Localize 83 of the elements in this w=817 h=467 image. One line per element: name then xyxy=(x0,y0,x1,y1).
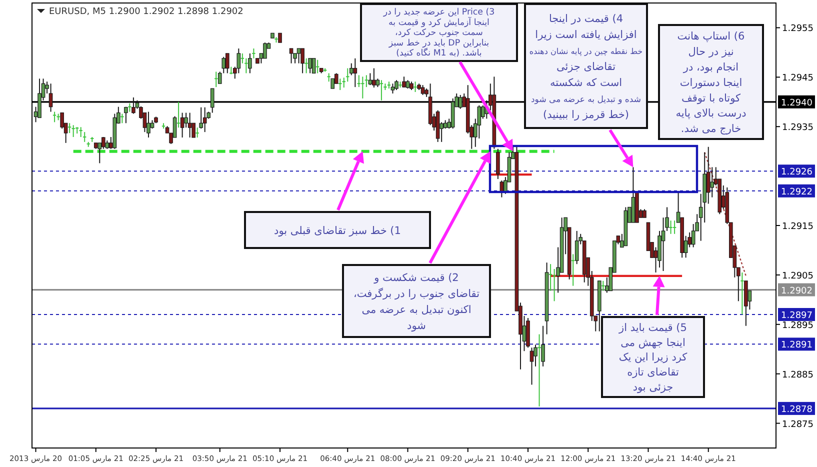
annotation: 2) قیمت شکست و تقاضای جنوب را در برگرفت، اکنون تبدیل به عرضه می شود xyxy=(353,272,480,332)
ref-line-label: 1.2902 xyxy=(781,286,812,296)
candlestick xyxy=(740,272,744,315)
candlestick xyxy=(67,122,72,134)
annotation: 3) Price این عرضه جدید را در اینجا آزمایش کرد و قیمت به سمت جنوب حرکت کرد، بنابراین DP باید در خط سبز باشد. (به M1 نگاه کنید) xyxy=(382,8,495,58)
candlestick xyxy=(199,106,203,130)
candlestick xyxy=(601,280,606,292)
candlestick xyxy=(71,124,76,138)
y-tick-label: 1.2905 xyxy=(782,271,814,282)
candlestick xyxy=(315,59,320,74)
annotation: 5) قیمت باید از اینجا جهش می کرد زیرا این یک تقاضای تازه جزئی بود xyxy=(618,322,688,394)
y-tick-label: 1.2915 xyxy=(782,222,814,232)
candlestick xyxy=(289,48,294,64)
candlestick xyxy=(413,81,418,92)
ref-line-label: 1.2926 xyxy=(781,168,813,178)
candlestick xyxy=(188,112,192,138)
candlestick xyxy=(296,48,301,64)
candlestick xyxy=(548,264,553,292)
candlestick xyxy=(312,58,316,74)
candlestick xyxy=(248,52,252,74)
candlestick xyxy=(214,71,218,88)
candlestick xyxy=(672,220,677,234)
ref-line-label: 1.2922 xyxy=(781,187,812,198)
candlestick xyxy=(48,83,53,112)
candlestick xyxy=(360,76,365,99)
candlestick xyxy=(202,106,207,133)
candlestick xyxy=(364,74,369,88)
candlestick xyxy=(530,347,534,386)
candlestick xyxy=(132,96,136,114)
candlestick xyxy=(304,58,308,74)
y-tick-label: 1.2895 xyxy=(782,320,814,331)
y-tick-label: 1.2885 xyxy=(782,370,814,380)
candlestick xyxy=(691,224,696,248)
candlestick xyxy=(379,80,384,101)
candlestick xyxy=(252,48,256,59)
candlestick xyxy=(330,78,335,90)
candlestick xyxy=(372,68,376,88)
candlestick xyxy=(394,80,398,91)
candlestick xyxy=(537,334,542,407)
candlestick xyxy=(52,111,57,123)
candlestick xyxy=(60,112,64,130)
y-tick-label: 1.2935 xyxy=(782,123,814,134)
candlestick xyxy=(496,148,500,180)
candlestick xyxy=(346,68,350,82)
candlestick xyxy=(390,83,395,94)
candlestick xyxy=(368,72,372,86)
annotation: 6) استاپ هانت نیز در حال انجام بود، در اینجا دستورات کوتاه با توقف درست بالای پایه خارج می شد. xyxy=(676,30,747,136)
candlestick xyxy=(541,325,545,367)
y-tick-label: 1.2875 xyxy=(782,420,814,430)
ref-line-label: 1.2940 xyxy=(781,98,813,108)
candlestick xyxy=(222,56,226,74)
ref-line-label: 1.2891 xyxy=(781,340,812,351)
candlestick xyxy=(218,71,222,84)
candlestick xyxy=(668,220,673,234)
candlestick xyxy=(146,111,150,138)
candlestick xyxy=(338,78,342,91)
candlestick xyxy=(78,126,83,138)
candlestick xyxy=(570,254,576,286)
ref-line-label: 1.2897 xyxy=(781,311,812,321)
candlestick xyxy=(263,42,267,59)
annotation: 4) قیمت در اینجا افزایش یافته است زیرا خط نقطه چین در پایه نشان دهنده تقاضای جزئی است که شکسته شده و تبدیل به عرضه می شود (خط قرمز را ببینید) xyxy=(529,13,643,121)
candlestick xyxy=(195,127,200,138)
candlestick xyxy=(180,112,184,138)
y-tick-label: 1.2945 xyxy=(782,74,814,84)
candlestick xyxy=(356,74,362,88)
annotation: 1) خط سبز تقاضای قبلی بود xyxy=(274,225,401,237)
candlestick xyxy=(710,166,714,198)
candlestick xyxy=(574,230,579,265)
y-tick-label: 1.2955 xyxy=(782,24,814,34)
ref-line-label: 1.2878 xyxy=(781,404,813,415)
candlestick xyxy=(353,58,358,88)
candlestick xyxy=(458,94,462,110)
text: EURUSD, M5 1.2900 1.2902 1.2898 1.2902 xyxy=(49,7,244,17)
candlestick xyxy=(124,106,128,124)
candlestick xyxy=(120,113,124,124)
candlestick xyxy=(300,48,304,74)
candlestick xyxy=(420,84,425,96)
candlestick xyxy=(244,58,248,74)
candlestick xyxy=(308,58,312,74)
candlestick xyxy=(278,32,282,43)
candlestick xyxy=(349,62,354,76)
candlestick xyxy=(176,101,181,128)
candlestick xyxy=(225,52,230,74)
